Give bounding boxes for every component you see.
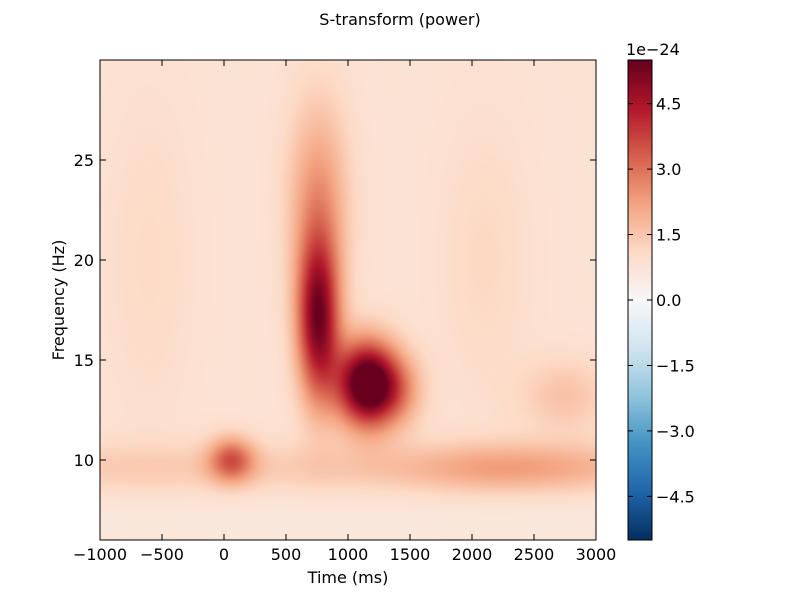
x-axis: −1000 −500 0 500 1000 1500 2000 2500 3000 [73,60,616,564]
chart-title: S-transform (power) [319,10,480,29]
colorbar-ticks: −4.5 −3.0 −1.5 0.0 1.5 3.0 4.5 [628,95,695,506]
y-axis-label: Frequency (Hz) [49,240,68,361]
x-tick-label: −1000 [73,545,127,564]
colorbar: −4.5 −3.0 −1.5 0.0 1.5 3.0 4.5 1e−24 [626,40,695,541]
x-tick-label: 0 [219,545,229,564]
x-tick-label: 1500 [390,545,431,564]
y-tick-label: 10 [74,451,94,470]
colorbar-tick-label: −3.0 [656,422,695,441]
colorbar-exponent-label: 1e−24 [626,40,680,59]
heatmap-image [100,60,596,540]
x-tick-label: 500 [271,545,302,564]
y-axis: 10 15 20 25 [74,151,596,470]
colorbar-tick-label: −1.5 [656,356,695,375]
colorbar-tick-label: 0.0 [656,291,681,310]
colorbar-tick-label: 4.5 [656,95,681,114]
x-tick-label: 1000 [328,545,369,564]
x-axis-label: Time (ms) [307,568,389,587]
colorbar-tick-label: 3.0 [656,160,681,179]
heatmap-area [99,59,597,541]
y-tick-label: 25 [74,151,94,170]
colorbar-tick-label: −4.5 [656,487,695,506]
y-tick-label: 15 [74,351,94,370]
y-tick-label: 20 [74,251,94,270]
x-tick-label: 2500 [514,545,555,564]
x-tick-label: −500 [140,545,184,564]
x-tick-label: 2000 [452,545,493,564]
colorbar-tick-label: 1.5 [656,226,681,245]
x-tick-label: 3000 [576,545,617,564]
